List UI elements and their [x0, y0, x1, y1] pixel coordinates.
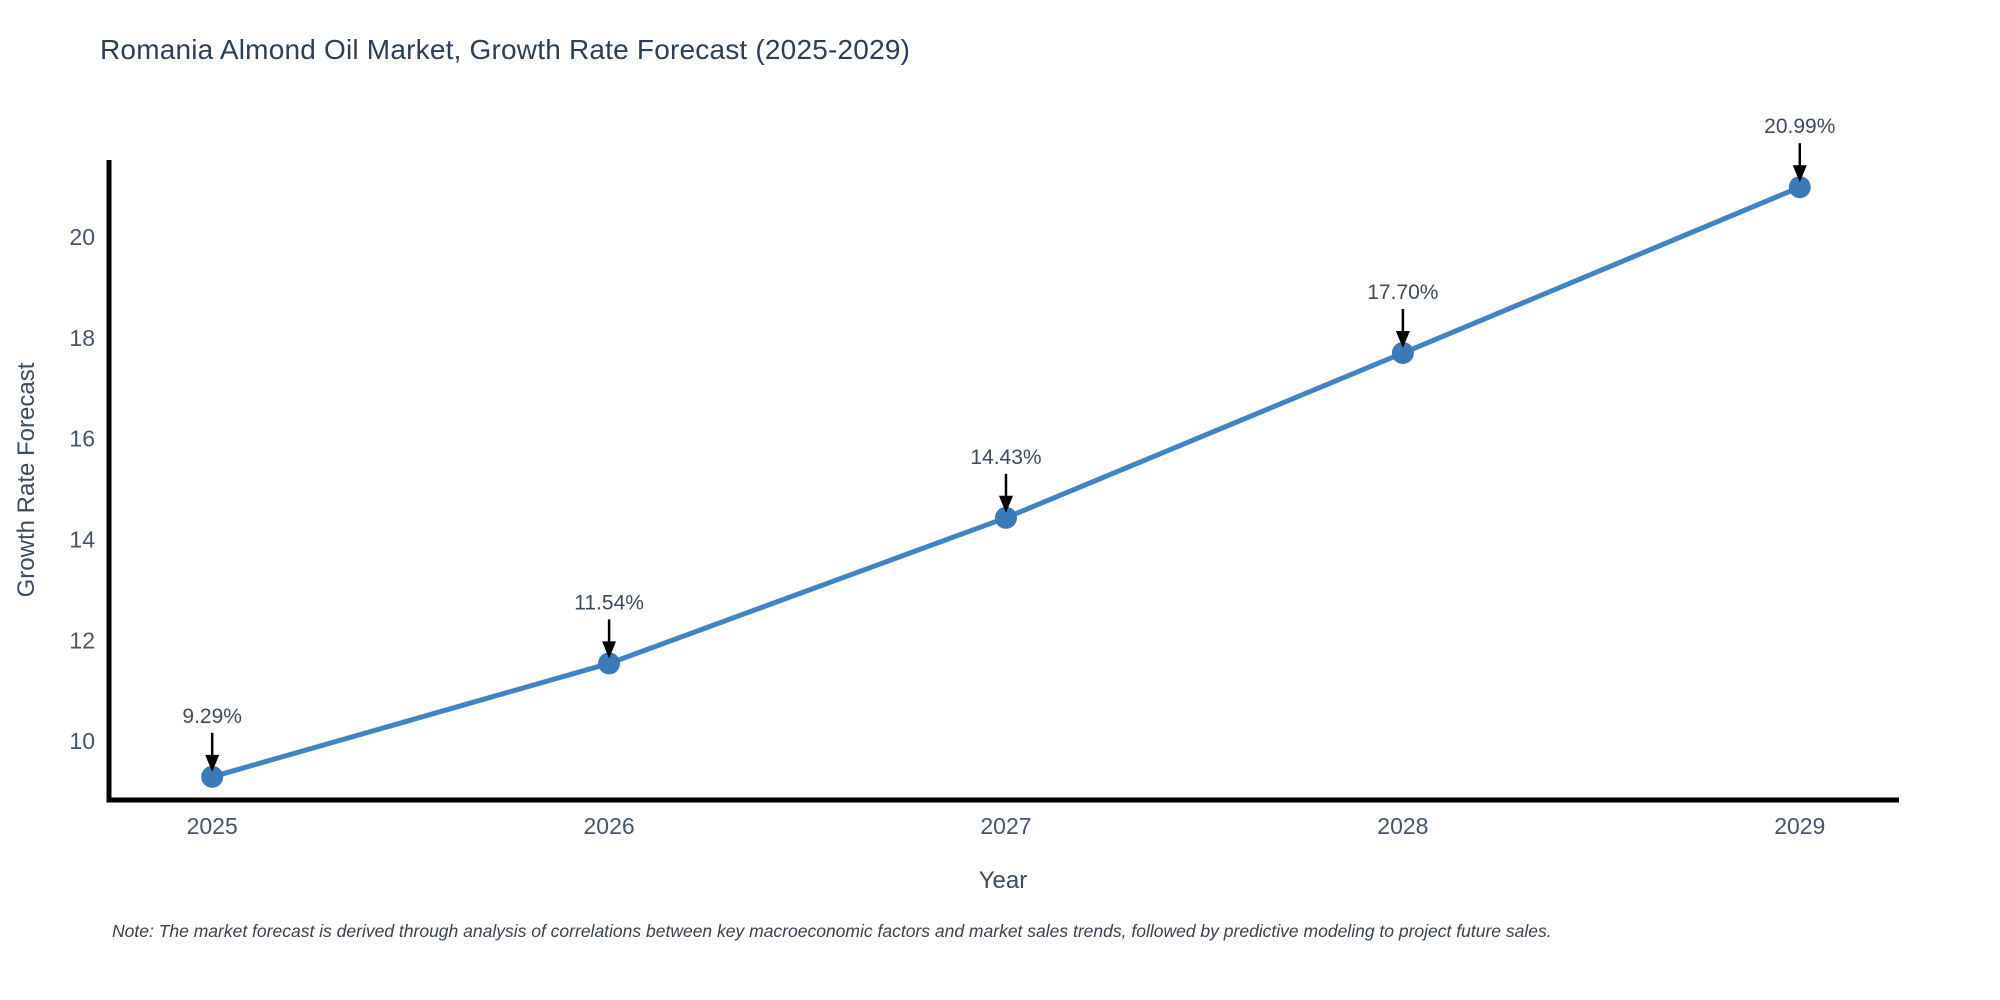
- y-tick-label: 10: [69, 728, 95, 754]
- point-value-label: 14.43%: [970, 446, 1041, 469]
- point-value-label: 11.54%: [574, 591, 644, 614]
- annotation-arrowhead-icon: [1792, 165, 1807, 183]
- y-tick-label: 20: [69, 224, 95, 250]
- annotation-arrowhead-icon: [1395, 331, 1410, 349]
- chart-title: Romania Almond Oil Market, Growth Rate F…: [100, 34, 911, 65]
- x-tick-label: 2026: [584, 813, 635, 839]
- y-tick-label: 14: [69, 526, 95, 552]
- data-point-marker[interactable]: [994, 506, 1017, 529]
- annotation-arrowhead-icon: [205, 754, 220, 772]
- x-axis-title: Year: [978, 867, 1028, 894]
- y-tick-label: 18: [69, 325, 95, 351]
- x-tick-label: 2028: [1377, 813, 1428, 839]
- point-value-label: 9.29%: [182, 705, 242, 728]
- data-point-marker[interactable]: [201, 765, 224, 788]
- x-tick-label: 2027: [980, 813, 1031, 839]
- annotation-arrowhead-icon: [602, 641, 617, 659]
- data-point-marker[interactable]: [1391, 342, 1414, 365]
- tick-labels-layer: 10 12 14 16 18 20 2025 2026 2027 2028 2029: [69, 224, 1825, 839]
- annotation-arrowhead-icon: [998, 495, 1013, 513]
- annotations-layer: 9.29% 11.54% 14.43% 17.70% 20.99%: [182, 115, 1835, 772]
- data-series-layer: [201, 176, 1811, 788]
- x-tick-label: 2029: [1774, 813, 1825, 839]
- chart-note: Note: The market forecast is derived thr…: [112, 921, 1552, 941]
- y-tick-label: 12: [69, 627, 95, 653]
- data-point-marker[interactable]: [1788, 176, 1811, 199]
- data-point-marker[interactable]: [598, 652, 621, 675]
- y-tick-label: 16: [69, 426, 95, 452]
- x-tick-label: 2025: [187, 813, 238, 839]
- point-value-label: 20.99%: [1764, 115, 1835, 138]
- point-value-label: 17.70%: [1367, 281, 1438, 304]
